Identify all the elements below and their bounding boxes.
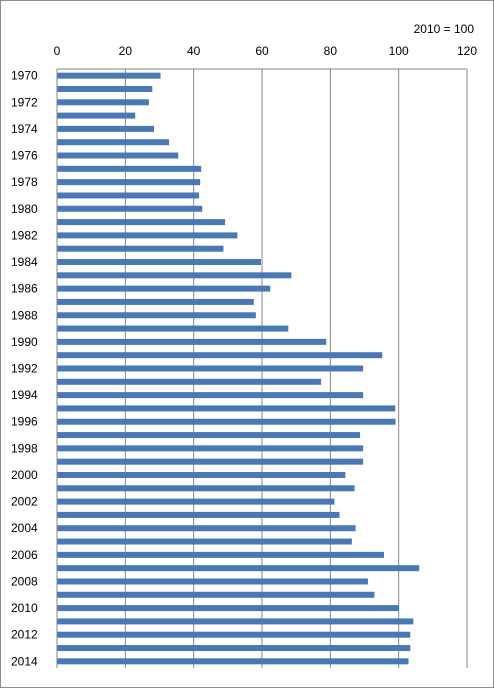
bar-1992 xyxy=(57,365,364,372)
y-tick-label: 1974 xyxy=(11,122,38,136)
y-tick-label: 1994 xyxy=(11,388,38,402)
bar-1978 xyxy=(57,179,201,186)
bars xyxy=(57,72,420,665)
y-tick-label: 1982 xyxy=(11,228,38,242)
bar-1991 xyxy=(57,352,383,359)
y-tick-label: 1988 xyxy=(11,308,38,322)
y-tick-label: 1972 xyxy=(11,95,38,109)
axes xyxy=(56,68,467,668)
y-tick-label: 1986 xyxy=(11,282,38,296)
bar-1980 xyxy=(57,205,203,212)
x-tick-label: 80 xyxy=(324,44,338,58)
bar-2009 xyxy=(57,591,375,598)
x-tick-label: 20 xyxy=(119,44,133,58)
bar-1976 xyxy=(57,152,179,159)
bar-1970 xyxy=(57,72,161,79)
y-tick-label: 2014 xyxy=(11,654,38,668)
bar-2003 xyxy=(57,511,340,518)
bar-1972 xyxy=(57,99,149,106)
y-tick-label: 2004 xyxy=(11,521,38,535)
bar-2007 xyxy=(57,565,420,572)
bar-1989 xyxy=(57,325,289,332)
x-tick-labels: 0 20 40 60 80 100 120 xyxy=(54,44,478,58)
bar-2000 xyxy=(57,471,346,478)
y-tick-label: 1984 xyxy=(11,255,38,269)
bar-1974 xyxy=(57,125,155,132)
bar-1975 xyxy=(57,139,170,146)
bar-1979 xyxy=(57,192,200,199)
y-tick-label: 2012 xyxy=(11,628,38,642)
bar-2011 xyxy=(57,618,414,625)
bar-2012 xyxy=(57,631,411,638)
bar-1996 xyxy=(57,418,396,425)
bar-2001 xyxy=(57,485,355,492)
bar-2013 xyxy=(57,645,411,652)
bar-1985 xyxy=(57,272,292,279)
bar-1977 xyxy=(57,165,202,172)
y-tick-label: 2008 xyxy=(11,574,38,588)
y-tick-labels: 1970 1972 1974 1976 1978 1980 1982 1984 1986 1988… xyxy=(11,69,38,669)
y-tick-label: 2010 xyxy=(11,601,38,615)
x-tick-label: 100 xyxy=(389,44,409,58)
bar-2002 xyxy=(57,498,335,505)
y-tick-label: 1992 xyxy=(11,362,38,376)
bar-1998 xyxy=(57,445,364,452)
bar-1981 xyxy=(57,219,226,226)
y-tick-label: 1998 xyxy=(11,441,38,455)
bar-1984 xyxy=(57,259,261,266)
bar-1997 xyxy=(57,432,361,439)
y-tick-label: 1970 xyxy=(11,69,38,83)
bar-1973 xyxy=(57,112,136,119)
y-tick-label: 1978 xyxy=(11,175,38,189)
bar-1988 xyxy=(57,312,256,319)
bar-1993 xyxy=(57,378,322,385)
bar-2008 xyxy=(57,578,368,585)
bar-2010 xyxy=(57,605,399,612)
bar-2006 xyxy=(57,551,384,558)
x-tick-label: 120 xyxy=(457,44,477,58)
x-tick-label: 60 xyxy=(255,44,269,58)
y-tick-label: 2006 xyxy=(11,548,38,562)
y-tick-label: 1980 xyxy=(11,202,38,216)
bar-1971 xyxy=(57,85,153,92)
bar-1986 xyxy=(57,285,271,292)
bar-1987 xyxy=(57,298,254,305)
scale-note: 2010 = 100 xyxy=(414,22,475,36)
y-tick-label: 2002 xyxy=(11,495,38,509)
y-tick-label: 1990 xyxy=(11,335,38,349)
y-tick-label: 1976 xyxy=(11,149,38,163)
bar-1995 xyxy=(57,405,396,412)
bar-1983 xyxy=(57,245,224,252)
bar-1994 xyxy=(57,392,364,399)
bar-2014 xyxy=(57,658,409,665)
bar-2005 xyxy=(57,538,352,545)
x-tick-label: 0 xyxy=(54,44,61,58)
bar-1982 xyxy=(57,232,238,239)
y-tick-label: 1996 xyxy=(11,415,38,429)
x-tick-label: 40 xyxy=(187,44,201,58)
y-tick-label: 2000 xyxy=(11,468,38,482)
bar-1990 xyxy=(57,338,327,345)
bar-2004 xyxy=(57,525,356,532)
bar-1999 xyxy=(57,458,364,465)
